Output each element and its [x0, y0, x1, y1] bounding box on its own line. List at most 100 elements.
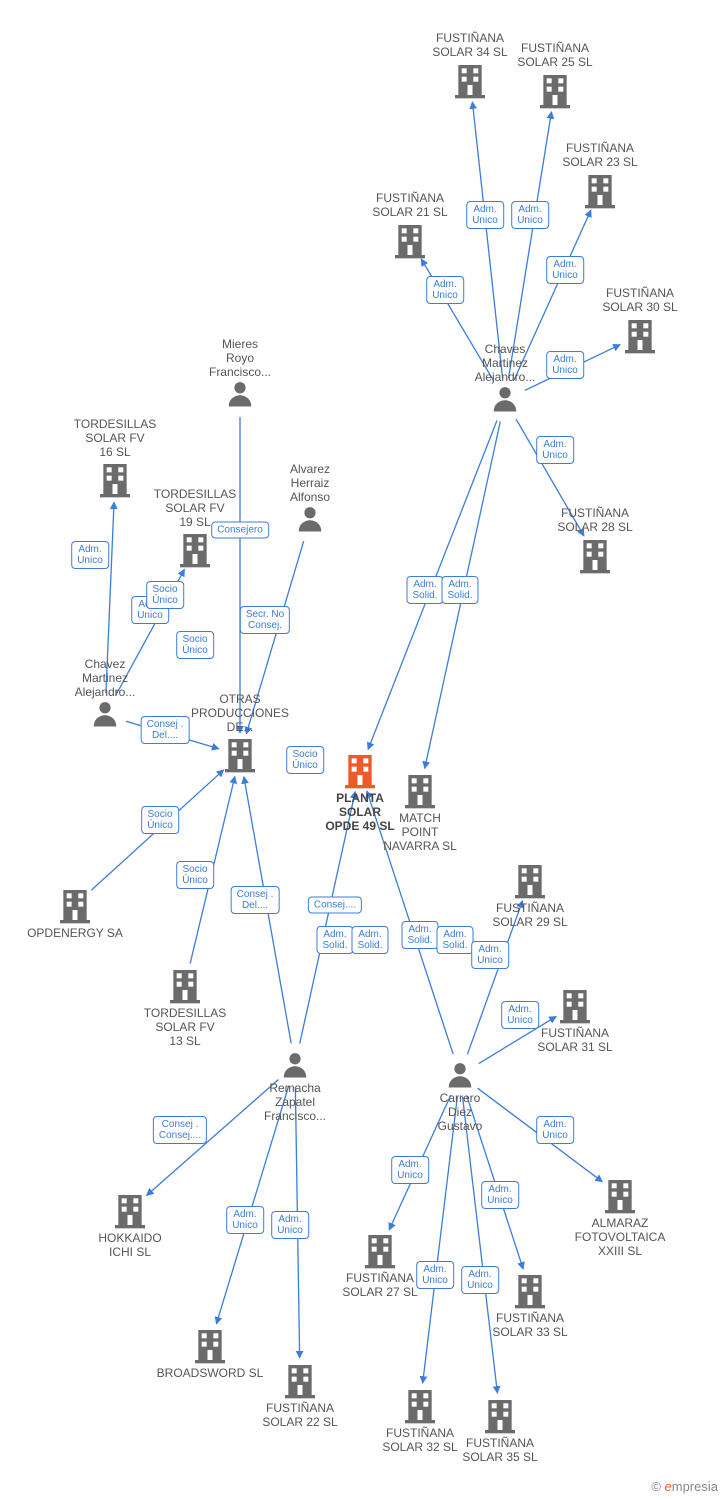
edge-label: SocioÚnico — [176, 631, 214, 659]
edge-label: Adm.Solid. — [351, 926, 388, 954]
node-label: OTRASPRODUCCIONESDE... — [180, 693, 300, 734]
person-icon — [490, 384, 520, 414]
building-icon — [165, 965, 205, 1005]
edge-label: Consej .Del.... — [141, 716, 190, 744]
building-icon — [580, 170, 620, 210]
node-fs35[interactable]: FUSTIÑANASOLAR 35 SL — [440, 1395, 560, 1465]
node-label: MieresRoyoFrancisco... — [180, 338, 300, 379]
building-icon — [360, 1230, 400, 1270]
node-match[interactable]: MATCHPOINTNAVARRA SL — [360, 770, 480, 853]
node-almaraz[interactable]: ALMARAZFOTOVOLTAICAXXIII SL — [560, 1175, 680, 1258]
building-icon — [535, 70, 575, 110]
edge-label: Consejero — [211, 522, 269, 539]
node-label: TORDESILLASSOLAR FV16 SL — [55, 418, 175, 459]
node-label: FUSTIÑANASOLAR 28 SL — [535, 507, 655, 535]
building-icon — [55, 885, 95, 925]
edge-label: SocioÚnico — [286, 746, 324, 774]
building-icon — [400, 770, 440, 810]
edge-label: Adm.Unico — [71, 541, 109, 569]
node-label: FUSTIÑANASOLAR 21 SL — [350, 192, 470, 220]
node-label: OPDENERGY SA — [15, 927, 135, 941]
building-icon — [390, 220, 430, 260]
node-label: CarreroDiezGustavo — [400, 1092, 520, 1133]
person-icon — [445, 1060, 475, 1090]
edge-label: Adm.Unico — [536, 1116, 574, 1144]
node-fs30[interactable]: FUSTIÑANASOLAR 30 SL — [580, 287, 700, 357]
building-icon — [600, 1175, 640, 1215]
edge-label: Consej .Del.... — [231, 886, 280, 914]
edge-label: Adm.Solid. — [436, 926, 473, 954]
node-fs29[interactable]: FUSTIÑANASOLAR 29 SL — [470, 860, 590, 930]
building-icon — [280, 1360, 320, 1400]
node-fs21[interactable]: FUSTIÑANASOLAR 21 SL — [350, 192, 470, 262]
edge-label: SocioÚnico — [146, 581, 184, 609]
edge — [472, 102, 502, 378]
building-icon — [220, 734, 260, 774]
edge-label: Adm.Unico — [426, 276, 464, 304]
node-carrero[interactable]: CarreroDiezGustavo — [400, 1060, 520, 1133]
edge-label: Adm.Unico — [461, 1266, 499, 1294]
building-icon — [620, 315, 660, 355]
edge-label: Adm.Solid. — [401, 921, 438, 949]
credit-label: © empresia — [651, 1479, 718, 1494]
node-label: FUSTIÑANASOLAR 29 SL — [470, 902, 590, 930]
node-label: ALMARAZFOTOVOLTAICAXXIII SL — [560, 1217, 680, 1258]
edge-label: Adm.Unico — [481, 1181, 519, 1209]
node-label: TORDESILLASSOLAR FV13 SL — [125, 1007, 245, 1048]
node-fs22[interactable]: FUSTIÑANASOLAR 22 SL — [240, 1360, 360, 1430]
edge — [463, 1097, 498, 1393]
node-label: FUSTIÑANASOLAR 33 SL — [470, 1312, 590, 1340]
node-remacha[interactable]: RemachaZapatelFrancisco... — [235, 1050, 355, 1123]
edge-label: Adm.Unico — [416, 1261, 454, 1289]
edge-label: SocioÚnico — [176, 861, 214, 889]
building-icon — [110, 1190, 150, 1230]
edge-label: Adm.Unico — [501, 1001, 539, 1029]
person-icon — [90, 699, 120, 729]
person-icon — [295, 504, 325, 534]
edge-label: Adm.Unico — [391, 1156, 429, 1184]
building-icon — [95, 459, 135, 499]
edge-label: Consej.... — [308, 897, 362, 914]
node-otras[interactable]: OTRASPRODUCCIONESDE... — [180, 693, 300, 776]
person-icon — [280, 1050, 310, 1080]
building-icon — [175, 529, 215, 569]
edge-label: SocioÚnico — [141, 806, 179, 834]
node-label: AlvarezHerraizAlfonso — [250, 463, 370, 504]
building-icon — [480, 1395, 520, 1435]
node-fs25[interactable]: FUSTIÑANASOLAR 25 SL — [495, 42, 615, 112]
edge-label: Consej .Consej.... — [153, 1116, 207, 1144]
edge-label: Secr. NoConsej. — [240, 606, 290, 634]
node-mieres[interactable]: MieresRoyoFrancisco... — [180, 338, 300, 411]
node-label: HOKKAIDOICHI SL — [70, 1232, 190, 1260]
edge-label: Adm.Unico — [546, 351, 584, 379]
edge-label: Adm.Solid. — [441, 576, 478, 604]
edge-label: Adm.Solid. — [316, 926, 353, 954]
node-fs23[interactable]: FUSTIÑANASOLAR 23 SL — [540, 142, 660, 212]
edge-label: Adm.Solid. — [406, 576, 443, 604]
edge-label: Adm.Unico — [536, 436, 574, 464]
edge-label: Adm.Unico — [511, 201, 549, 229]
building-icon — [190, 1325, 230, 1365]
building-icon — [555, 985, 595, 1025]
edge-label: Adm.Unico — [271, 1211, 309, 1239]
edge-label: Adm.Unico — [226, 1206, 264, 1234]
node-opden[interactable]: OPDENERGY SA — [15, 885, 135, 941]
person-icon — [225, 379, 255, 409]
building-icon — [450, 60, 490, 100]
node-label: FUSTIÑANASOLAR 22 SL — [240, 1402, 360, 1430]
node-label: ChavezMartinezAlejandro... — [45, 658, 165, 699]
node-tord13[interactable]: TORDESILLASSOLAR FV13 SL — [125, 965, 245, 1048]
node-label: MATCHPOINTNAVARRA SL — [360, 812, 480, 853]
node-fs28[interactable]: FUSTIÑANASOLAR 28 SL — [535, 507, 655, 577]
node-label: FUSTIÑANASOLAR 35 SL — [440, 1437, 560, 1465]
building-icon — [510, 1270, 550, 1310]
node-label: FUSTIÑANASOLAR 25 SL — [495, 42, 615, 70]
building-icon — [400, 1385, 440, 1425]
node-hokk[interactable]: HOKKAIDOICHI SL — [70, 1190, 190, 1260]
node-label: FUSTIÑANASOLAR 31 SL — [515, 1027, 635, 1055]
node-label: FUSTIÑANASOLAR 23 SL — [540, 142, 660, 170]
building-icon — [510, 860, 550, 900]
node-label: FUSTIÑANASOLAR 30 SL — [580, 287, 700, 315]
edge-label: Adm.Unico — [546, 256, 584, 284]
building-icon — [575, 535, 615, 575]
